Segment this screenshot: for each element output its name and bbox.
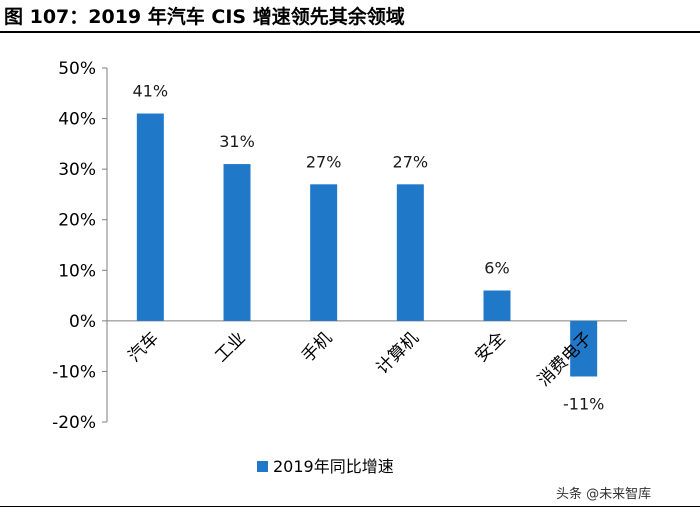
bottom-rule	[0, 506, 700, 507]
bar-2	[310, 184, 338, 321]
bar-5	[570, 320, 598, 377]
x-tick-label: 计算机	[373, 328, 423, 378]
data-label: -11%	[563, 394, 604, 413]
x-tick-label: 手机	[298, 328, 336, 366]
watermark-text: 头条 @未来智库	[556, 487, 652, 502]
y-tick-label: 30%	[58, 160, 96, 180]
y-tick-label: 10%	[58, 261, 96, 281]
data-label: 27%	[393, 152, 429, 171]
y-tick-label: 20%	[58, 211, 96, 231]
title-underline	[0, 31, 700, 33]
y-tick-label: 50%	[58, 59, 96, 79]
y-tick-label: 40%	[58, 110, 96, 130]
y-tick-label: -10%	[52, 362, 96, 382]
legend-label: 2019年同比增速	[273, 457, 394, 476]
bar-chart: 50% 40% 30% 20% 10% 0% -10% -20% 41% 汽车 31% 工业 27% 手机…	[52, 59, 627, 476]
y-tick-label: -20%	[52, 413, 96, 433]
x-tick-label: 工业	[211, 328, 249, 366]
data-label: 41%	[133, 82, 169, 101]
bar-4	[483, 290, 511, 321]
bar-1	[223, 164, 251, 321]
data-label: 31%	[219, 132, 255, 151]
data-label: 6%	[484, 259, 509, 278]
x-tick-label: 安全	[471, 328, 509, 366]
y-tick-label: 0%	[69, 312, 96, 332]
data-label: 27%	[306, 152, 342, 171]
bar-0	[136, 113, 164, 321]
bar-3	[396, 184, 424, 321]
legend-swatch	[257, 461, 268, 472]
x-tick-label: 汽车	[125, 328, 163, 366]
figure-title: 图 107：2019 年汽车 CIS 增速领先其余领域	[4, 6, 405, 28]
